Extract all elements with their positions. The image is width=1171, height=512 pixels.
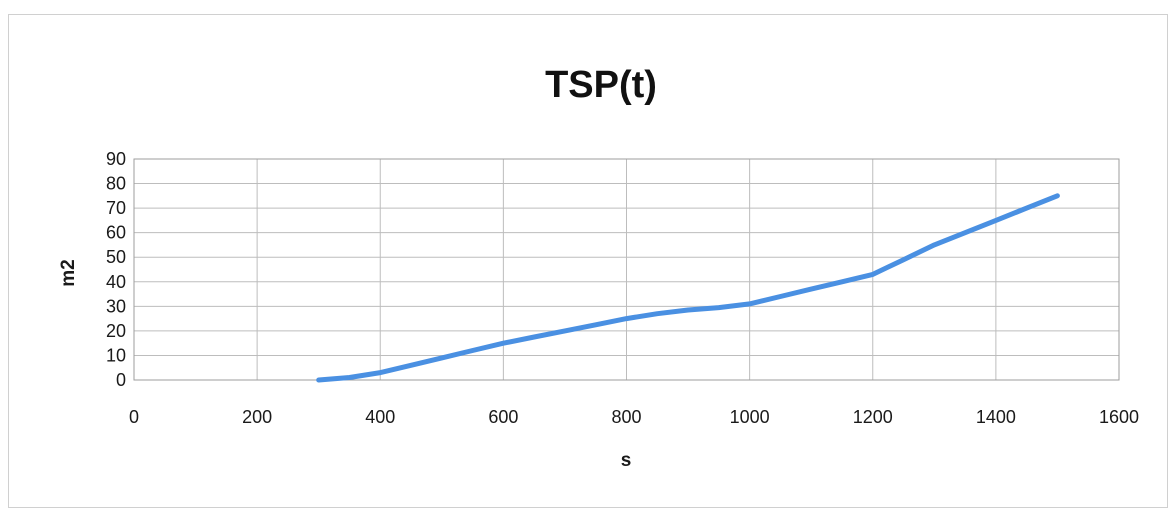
series-line <box>316 193 1060 383</box>
y-axis-title: m2 <box>58 259 79 286</box>
x-tick-label: 400 <box>365 407 395 427</box>
chart-title: TSP(t) <box>545 64 657 106</box>
x-tick-label: 600 <box>488 407 518 427</box>
x-tick-label: 0 <box>129 407 139 427</box>
y-axis-ticks: 0 10 20 30 40 50 60 70 80 90 <box>106 149 126 390</box>
y-tick-label: 30 <box>106 296 126 316</box>
y-tick-label: 80 <box>106 174 126 194</box>
x-tick-label: 1000 <box>730 407 770 427</box>
x-tick-label: 200 <box>242 407 272 427</box>
plot-area <box>133 158 1120 381</box>
x-axis-title: s <box>621 450 632 471</box>
y-tick-label: 60 <box>106 223 126 243</box>
x-tick-label: 1400 <box>976 407 1016 427</box>
y-tick-label: 10 <box>106 345 126 365</box>
series-layer <box>316 193 1060 383</box>
x-tick-label: 800 <box>611 407 641 427</box>
line-chart: TSP(t) 0 10 20 30 40 50 60 70 80 90 0 200 400 600 800… <box>58 64 1139 471</box>
y-tick-label: 70 <box>106 198 126 218</box>
y-tick-label: 0 <box>116 370 126 390</box>
y-tick-label: 20 <box>106 321 126 341</box>
x-tick-label: 1600 <box>1099 407 1139 427</box>
x-tick-label: 1200 <box>853 407 893 427</box>
y-tick-label: 50 <box>106 247 126 267</box>
x-axis-ticks: 0 200 400 600 800 1000 1200 1400 1600 <box>129 407 1139 427</box>
chart-frame: TSP(t) 0 10 20 30 40 50 60 70 80 90 0 200 400 600 800… <box>8 14 1168 508</box>
y-tick-label: 40 <box>106 272 126 292</box>
grid <box>133 158 1120 381</box>
y-tick-label: 90 <box>106 149 126 169</box>
